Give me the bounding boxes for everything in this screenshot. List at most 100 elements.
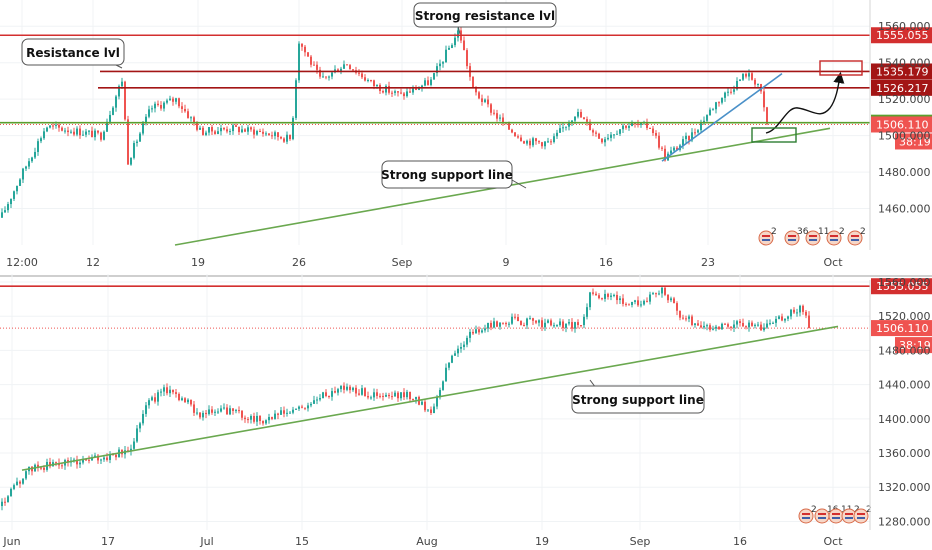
candle-body bbox=[502, 322, 504, 324]
candle-body bbox=[256, 130, 258, 135]
candle-body bbox=[454, 37, 456, 46]
x-tick-label: Sep bbox=[630, 535, 651, 548]
top-time-axis[interactable]: 12:00 12 19 26 Sep 9 16 23 Oct bbox=[6, 256, 843, 269]
event-flag-icon[interactable] bbox=[847, 230, 863, 246]
x-tick-label: 26 bbox=[292, 256, 306, 269]
candle-body bbox=[718, 102, 720, 104]
candle-body bbox=[199, 412, 201, 418]
candle-body bbox=[658, 135, 660, 148]
candle-body bbox=[409, 391, 411, 399]
candle-body bbox=[370, 397, 372, 399]
candle-body bbox=[52, 125, 54, 127]
candle-body bbox=[22, 478, 24, 484]
candle-body bbox=[184, 108, 186, 112]
candle-body bbox=[481, 98, 483, 102]
candle-body bbox=[517, 317, 519, 322]
top-price-panel[interactable]: 1555.0551535.1791526.2171507.0991506.110… bbox=[0, 0, 932, 269]
candle-body bbox=[640, 304, 642, 306]
candle-body bbox=[121, 81, 123, 87]
candle-body bbox=[547, 141, 549, 143]
x-tick-label: Jul bbox=[199, 535, 213, 548]
candle-body bbox=[739, 321, 741, 323]
candle-body bbox=[607, 293, 609, 297]
candle-body bbox=[73, 459, 75, 461]
candle-body bbox=[448, 47, 450, 50]
candle-body bbox=[706, 115, 708, 121]
candle-body bbox=[649, 294, 651, 302]
candle-body bbox=[490, 322, 492, 328]
candle-body bbox=[664, 148, 666, 161]
candle-body bbox=[322, 76, 324, 78]
candle-body bbox=[727, 91, 729, 93]
candle-body bbox=[331, 72, 333, 77]
candle-body bbox=[388, 394, 390, 397]
candle-body bbox=[115, 454, 117, 458]
candle-body bbox=[277, 413, 279, 415]
candle-body bbox=[406, 91, 408, 97]
candle-body bbox=[565, 323, 567, 328]
candle-body bbox=[289, 134, 291, 140]
bottom-price-panel[interactable]: 1555.055 1506.110 38:19 Strong support lin… bbox=[0, 274, 932, 548]
candle-body bbox=[451, 45, 453, 48]
candle-body bbox=[445, 367, 447, 382]
x-tick-label: 23 bbox=[701, 256, 715, 269]
x-tick-label: 12:00 bbox=[6, 256, 38, 269]
candle-body bbox=[400, 392, 402, 399]
candle-body bbox=[184, 398, 186, 403]
candle-body bbox=[367, 396, 369, 398]
candle-body bbox=[733, 89, 735, 92]
event-flag-icon[interactable] bbox=[758, 230, 774, 246]
candle-body bbox=[529, 318, 531, 320]
event-flag-icon[interactable] bbox=[828, 508, 844, 524]
candle-body bbox=[103, 131, 105, 140]
candle-body bbox=[631, 301, 633, 305]
candle-body bbox=[655, 293, 657, 295]
candle-body bbox=[418, 87, 420, 90]
candle-body bbox=[586, 307, 588, 317]
bottom-event-icons[interactable]: 2161122 bbox=[798, 505, 872, 524]
candle-body bbox=[391, 396, 393, 398]
candle-body bbox=[172, 98, 174, 102]
candle-body bbox=[709, 109, 711, 116]
event-flag-icon[interactable] bbox=[814, 508, 830, 524]
candle-body bbox=[718, 326, 720, 330]
candle-body bbox=[349, 65, 351, 70]
candle-body bbox=[136, 141, 138, 144]
candle-body bbox=[598, 133, 600, 139]
candle-body bbox=[688, 135, 690, 141]
candle-body bbox=[607, 137, 609, 140]
candle-body bbox=[238, 410, 240, 412]
support-trendline[interactable] bbox=[21, 325, 839, 471]
candle-body bbox=[82, 134, 84, 136]
event-flag-icon[interactable] bbox=[853, 508, 869, 524]
event-flag-icon[interactable] bbox=[784, 230, 800, 246]
candle-body bbox=[700, 325, 702, 328]
candle-body bbox=[277, 132, 279, 138]
candle-body bbox=[349, 386, 351, 391]
bottom-time-axis[interactable]: Jun 17 Jul 15 Aug 19 Sep 16 Oct bbox=[2, 535, 843, 548]
bottom-price-axis[interactable]: 1280.000 1320.000 1360.000 1400.000 1440.000… bbox=[869, 276, 931, 530]
event-flag-icon[interactable] bbox=[826, 230, 842, 246]
event-flag-icon[interactable] bbox=[798, 508, 814, 524]
candle-body bbox=[208, 127, 210, 133]
candle-body bbox=[439, 63, 441, 67]
y-tick-label: 1480.000 bbox=[878, 166, 931, 179]
candle-body bbox=[364, 388, 366, 397]
event-flag-icon[interactable] bbox=[805, 230, 821, 246]
candle-body bbox=[661, 287, 663, 294]
candle-body bbox=[493, 112, 495, 114]
candle-body bbox=[724, 323, 726, 325]
top-price-axis[interactable]: 1460.000 1480.000 1500.000 1520.000 1540.000… bbox=[869, 0, 931, 250]
candle-body bbox=[268, 417, 270, 421]
candle-body bbox=[532, 138, 534, 146]
trend-trendline[interactable] bbox=[661, 72, 783, 162]
level-label-bg bbox=[871, 79, 932, 96]
candle-body bbox=[622, 125, 624, 130]
last-price-label: 1506.110 bbox=[876, 118, 929, 131]
top-event-icons[interactable]: 2 36 11 2 2 bbox=[758, 227, 866, 246]
candle-body bbox=[592, 130, 594, 133]
candle-body bbox=[319, 69, 321, 77]
candle-body bbox=[475, 329, 477, 334]
candle-body bbox=[166, 100, 168, 103]
